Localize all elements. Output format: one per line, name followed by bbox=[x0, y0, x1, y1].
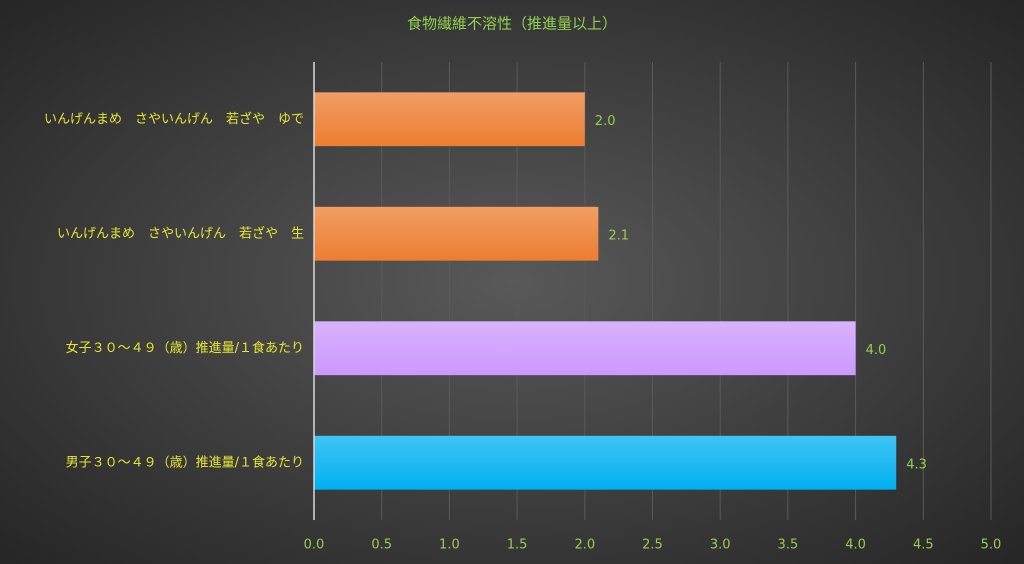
x-tick-label: 4.5 bbox=[913, 538, 934, 553]
bar-gloss bbox=[314, 435, 897, 490]
x-tick-label: 3.0 bbox=[710, 538, 731, 553]
x-tick-label: 5.0 bbox=[981, 538, 1002, 553]
y-tick-label: いんげんまめ さやいんげん 若ざや ゆで bbox=[44, 111, 304, 127]
x-tick-label: 2.0 bbox=[574, 538, 595, 553]
x-tick-label: 1.5 bbox=[507, 538, 528, 553]
chart-title: 食物繊維不溶性（推進量以上） bbox=[407, 15, 617, 33]
y-tick-label: 男子３０～４９（歳）推進量/１食あたり bbox=[66, 454, 304, 470]
value-label: 2.0 bbox=[595, 114, 616, 129]
x-tick-label: 3.5 bbox=[778, 538, 799, 553]
value-label: 4.3 bbox=[906, 457, 927, 472]
bar-gloss bbox=[314, 321, 856, 376]
bar-gloss bbox=[314, 206, 599, 261]
x-tick-label: 2.5 bbox=[642, 538, 663, 553]
x-tick-label: 4.0 bbox=[845, 538, 866, 553]
value-label: 2.1 bbox=[608, 228, 629, 243]
x-tick-label: 0.0 bbox=[304, 538, 325, 553]
x-tick-label: 0.5 bbox=[371, 538, 392, 553]
value-label: 4.0 bbox=[866, 343, 887, 358]
y-tick-label: いんげんまめ さやいんげん 若ざや 生 bbox=[57, 225, 304, 241]
bar-gloss bbox=[314, 92, 585, 147]
x-tick-label: 1.0 bbox=[439, 538, 460, 553]
y-tick-label: 女子３０～４９（歳）推進量/１食あたり bbox=[66, 340, 304, 356]
